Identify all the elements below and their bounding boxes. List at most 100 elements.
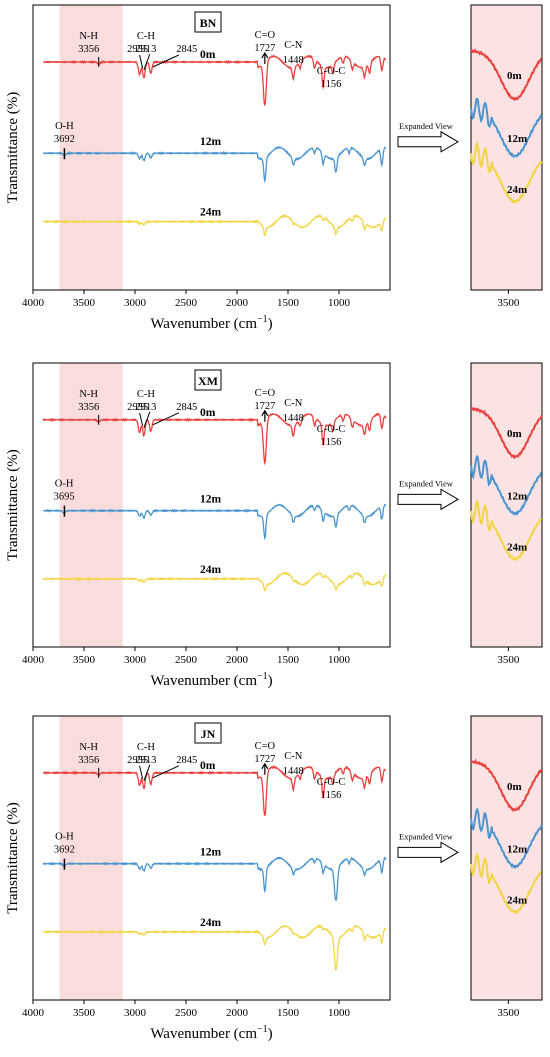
inset-series-24m-line [470, 141, 543, 204]
inset-bn: 3500 0m 12m 24m [470, 4, 543, 309]
annotation-label: N-H [79, 742, 98, 753]
x-tick-label: 1000 [328, 654, 351, 666]
x-axis-title: Wavenumber (cm−1) [150, 1024, 272, 1042]
co-arrow [261, 762, 269, 775]
annotation-value: 2845 [176, 755, 197, 766]
inset-xm: 3500 0m 12m 24m [470, 362, 543, 666]
annotation-label: C-N [284, 398, 303, 409]
annotation-value: 1448 [283, 413, 304, 424]
x-tick-label: 2000 [226, 654, 249, 666]
x-tick-label: 3500 [73, 654, 96, 666]
x-tick-label: 1000 [328, 297, 351, 309]
x-tick-label: 2500 [175, 1007, 198, 1019]
series-tag-12m: 12m [200, 847, 222, 859]
x-axis-title-end: ) [268, 1026, 273, 1042]
annotation-label: N-H [79, 389, 98, 400]
annotation-label: O-H [55, 832, 74, 843]
inset-series-12m-line [470, 454, 543, 517]
series-12m-line [43, 503, 387, 541]
x-axis-title-main: Wavenumber (cm [150, 673, 257, 689]
co-arrow [261, 409, 269, 422]
ch-arrow-2845 [152, 765, 180, 779]
expanded-view-label: Expanded View [399, 831, 454, 841]
series-tag-0m: 0m [200, 49, 216, 61]
annotation-value: 3356 [78, 402, 99, 413]
highlight-band [59, 716, 123, 1000]
annotation-label: C-N [284, 751, 303, 762]
inset-tag-24m: 24m [507, 184, 527, 196]
expanded-view-label: Expanded View [399, 121, 454, 131]
annotation-value: 2955 [127, 402, 148, 413]
series-12m-line [42, 146, 387, 184]
x-tick-label: 2500 [175, 297, 198, 309]
series-tag-24m: 24m [200, 207, 222, 219]
inset-jn: 3500 0m 12m 24m [470, 715, 543, 1019]
annotation-value: 3692 [54, 134, 75, 145]
inset-series-12m-line [470, 807, 543, 869]
series-tag-24m: 24m [200, 564, 222, 576]
annotation-label: C=O [255, 30, 276, 41]
highlight-band [59, 363, 123, 647]
annotation-value: 3356 [78, 755, 99, 766]
x-tick-label: 3500 [73, 1007, 96, 1019]
inset-series-0m-line [470, 48, 543, 101]
ch-arrow-2955 [139, 412, 144, 426]
x-tick-label: 1500 [277, 297, 300, 309]
plot-frame [32, 715, 391, 1001]
sample-label-box [194, 369, 222, 391]
inset-series-24m-line [470, 851, 542, 915]
annotation-label: O-H [55, 479, 74, 490]
inset-tag-12m: 12m [507, 133, 527, 145]
x-tick-label: 2000 [226, 1007, 249, 1019]
x-tick-label: 4000 [22, 1007, 45, 1019]
sample-label-box [194, 11, 222, 33]
panel-bn: 4000 3500 3000 2500 2000 1500 1000 Wavenumber (… [5, 4, 543, 332]
inset-tag-24m: 24m [507, 894, 527, 906]
x-tick-label: 4000 [22, 654, 45, 666]
series-tag-0m: 0m [200, 760, 216, 772]
x-tick-label: 1500 [277, 1007, 300, 1019]
plot-frame [32, 4, 391, 291]
annotation-value: 1727 [254, 401, 275, 412]
annotation-value: 1156 [321, 79, 342, 90]
annotation-label: C-O-C [317, 66, 346, 77]
annotation-value: 2845 [176, 44, 197, 55]
y-axis-title: Transmittance (%) [5, 802, 21, 914]
x-axis-title-main: Wavenumber (cm [150, 316, 257, 332]
annotation-value: 1727 [254, 43, 275, 54]
y-axis-title: Transmittance (%) [5, 449, 21, 561]
x-tick-label: 3500 [73, 297, 96, 309]
annotation-value: 3695 [54, 492, 75, 503]
sample-label: JN [201, 727, 216, 741]
annotation-value: 2955 [127, 44, 148, 55]
ch-arrow-2913 [143, 53, 151, 71]
annotation-label: C-H [137, 389, 156, 400]
annotation-label: C-H [137, 31, 156, 42]
panel-jn: 4000 3500 3000 2500 2000 1500 1000 Wavenumber (… [5, 715, 543, 1042]
annotation-label: C-H [137, 742, 156, 753]
annotation-label: O-H [55, 121, 74, 132]
inset-tag-0m: 0m [507, 428, 522, 440]
x-axis-title: Wavenumber (cm−1) [150, 314, 272, 332]
series-0m-line [42, 765, 387, 817]
panel-xm: 4000 3500 3000 2500 2000 1500 1000 Wavenumber (… [5, 362, 543, 689]
ch-arrow-2913 [143, 411, 151, 428]
inset-tag-24m: 24m [507, 541, 527, 553]
x-tick-label: 2500 [175, 654, 198, 666]
annotation-label: N-H [79, 31, 98, 42]
annotation-label: C=O [255, 388, 276, 399]
inset-series-12m-line [470, 97, 543, 159]
inset-tag-0m: 0m [507, 70, 522, 82]
x-tick-label: 3000 [124, 1007, 147, 1019]
ch-arrow-2845 [152, 54, 180, 68]
sample-label: BN [200, 16, 217, 30]
series-tag-12m: 12m [200, 494, 222, 506]
annotation-value: 2955 [127, 755, 148, 766]
sample-label: XM [198, 374, 218, 388]
series-tag-24m: 24m [200, 917, 222, 929]
x-axis-title-sup: −1 [257, 1024, 268, 1035]
x-axis-title-end: ) [268, 673, 273, 689]
expanded-view-arrow [397, 130, 459, 153]
series-24m-line [43, 924, 387, 972]
annotation-label: C=O [255, 741, 276, 752]
